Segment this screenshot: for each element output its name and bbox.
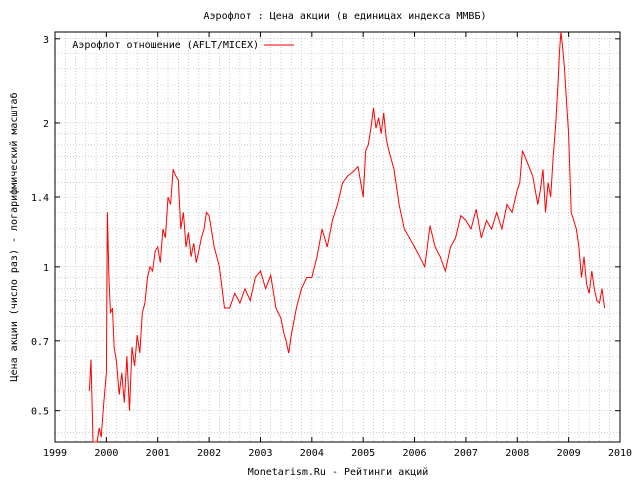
y-tick-label: 1 <box>43 263 49 274</box>
x-axis-label: Monetarism.Ru - Рейтинги акций <box>248 466 429 478</box>
legend: Аэрофлот отношение (AFLT/MICEX) <box>72 39 294 51</box>
x-tick-label: 2003 <box>248 448 272 459</box>
y-tick-label: 2 <box>43 119 49 130</box>
x-tick-label: 2002 <box>197 448 221 459</box>
grid-lines <box>54 32 621 442</box>
y-tick-label: 0.7 <box>31 337 49 348</box>
x-tick-label: 2010 <box>608 448 632 459</box>
x-tick-label: 2009 <box>557 448 581 459</box>
x-tick-label: 2004 <box>300 448 324 459</box>
series-line-aflt-micex <box>88 31 606 443</box>
x-tick-label: 2008 <box>505 448 529 459</box>
y-tick-label: 1.4 <box>31 193 49 204</box>
x-tick-label: 2001 <box>146 448 170 459</box>
x-tick-label: 2000 <box>94 448 118 459</box>
x-tick-label: 2006 <box>402 448 426 459</box>
y-tick-label: 3 <box>43 35 49 46</box>
x-tick-label: 1999 <box>43 448 67 459</box>
x-tick-label: 2005 <box>351 448 375 459</box>
y-axis-label: Цена акции (число раз) - логарифмический… <box>8 93 20 382</box>
plot-frame <box>54 31 621 443</box>
axis-ticks: 1999 2000 2001 2002 2003 2004 2005 2006 2007 2008… <box>31 32 632 459</box>
y-tick-label: 0.5 <box>31 407 49 418</box>
chart-title: Аэрофлот : Цена акции (в единицах индекс… <box>204 10 487 22</box>
x-tick-label: 2007 <box>454 448 478 459</box>
legend-label: Аэрофлот отношение (AFLT/MICEX) <box>72 39 259 51</box>
